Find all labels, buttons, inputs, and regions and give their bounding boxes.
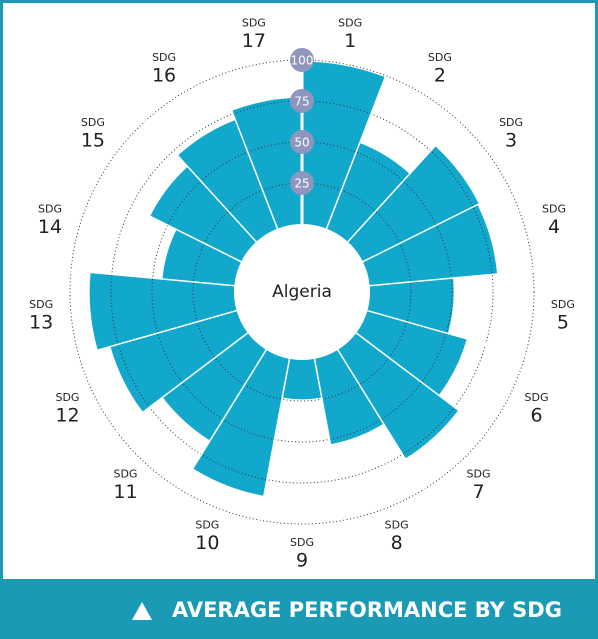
bar bbox=[162, 229, 242, 286]
category-label: 14 bbox=[38, 216, 62, 238]
category-label: 3 bbox=[505, 130, 517, 152]
bar bbox=[89, 272, 237, 351]
category-label: 13 bbox=[29, 312, 53, 334]
category-label: 2 bbox=[434, 65, 446, 87]
y-tick-label: 50 bbox=[294, 136, 309, 150]
triangle-icon bbox=[132, 602, 152, 620]
category-prefix: SDG bbox=[113, 468, 137, 481]
category-label: 16 bbox=[152, 65, 176, 87]
category-prefix: SDG bbox=[428, 51, 452, 64]
category-label: 15 bbox=[81, 130, 105, 152]
bar bbox=[162, 332, 267, 441]
category-prefix: SDG bbox=[195, 518, 219, 531]
category-prefix: SDG bbox=[525, 391, 549, 404]
tick-badge bbox=[290, 89, 314, 113]
bar bbox=[302, 61, 386, 229]
category-prefix: SDG bbox=[551, 298, 575, 311]
category-prefix: SDG bbox=[385, 518, 409, 531]
footer bbox=[0, 579, 598, 639]
bar-separator bbox=[178, 347, 268, 492]
grid-circle bbox=[192, 182, 412, 402]
tick-badge bbox=[290, 48, 314, 72]
y-tick-label: 75 bbox=[294, 95, 309, 109]
center-label: Algeria bbox=[272, 282, 332, 302]
category-prefix: SDG bbox=[55, 391, 79, 404]
bar bbox=[367, 278, 454, 334]
category-prefix: SDG bbox=[81, 116, 105, 129]
center-hole bbox=[238, 228, 366, 356]
bar-separator bbox=[360, 187, 512, 264]
category-prefix: SDG bbox=[290, 536, 314, 549]
y-tick-label: 25 bbox=[294, 177, 309, 191]
category-label: 8 bbox=[391, 532, 403, 554]
bar bbox=[326, 142, 410, 242]
category-label: 5 bbox=[557, 312, 569, 334]
category-label: 9 bbox=[296, 550, 308, 572]
chart-title: AVERAGE PERFORMANCE BY SDG bbox=[172, 598, 562, 622]
bar bbox=[192, 349, 290, 496]
bar bbox=[282, 358, 322, 400]
bar bbox=[231, 97, 302, 229]
category-prefix: SDG bbox=[38, 202, 62, 215]
bar bbox=[347, 146, 479, 262]
tick-badge bbox=[290, 171, 314, 195]
bar-separator bbox=[92, 187, 244, 264]
bar-separator bbox=[354, 331, 490, 434]
bar-separator bbox=[367, 269, 536, 287]
category-prefix: SDG bbox=[29, 298, 53, 311]
bar-separator bbox=[325, 73, 388, 231]
bar bbox=[362, 204, 498, 286]
bar bbox=[314, 349, 384, 445]
category-label: 11 bbox=[113, 481, 137, 503]
category-label: 7 bbox=[472, 481, 484, 503]
bar-separator bbox=[68, 269, 237, 287]
category-label: 17 bbox=[242, 30, 266, 52]
category-label: 4 bbox=[548, 216, 560, 238]
category-prefix: SDG bbox=[542, 202, 566, 215]
category-prefix: SDG bbox=[338, 16, 362, 29]
bar-separator bbox=[345, 118, 461, 244]
y-tick-label: 100 bbox=[291, 54, 314, 68]
category-label: 10 bbox=[195, 532, 219, 554]
category-prefix: SDG bbox=[499, 116, 523, 129]
bar bbox=[110, 310, 248, 413]
category-label: 12 bbox=[55, 404, 79, 426]
bar-separator bbox=[258, 356, 291, 523]
bar-separator bbox=[216, 73, 279, 231]
bar-separator bbox=[76, 309, 239, 357]
bar bbox=[150, 166, 257, 262]
bar bbox=[177, 120, 278, 242]
category-prefix: SDG bbox=[152, 51, 176, 64]
bar-separator bbox=[114, 331, 250, 434]
bar-separator bbox=[143, 118, 259, 244]
category-prefix: SDG bbox=[467, 468, 491, 481]
category-label: 1 bbox=[344, 30, 356, 52]
bar-separator bbox=[365, 309, 528, 357]
category-label: 6 bbox=[530, 404, 542, 426]
category-prefix: SDG bbox=[242, 16, 266, 29]
tick-badge bbox=[290, 130, 314, 154]
bar bbox=[337, 332, 459, 459]
grid-circle bbox=[151, 141, 453, 443]
bar-separator bbox=[313, 356, 346, 523]
bar-separator bbox=[336, 347, 426, 492]
